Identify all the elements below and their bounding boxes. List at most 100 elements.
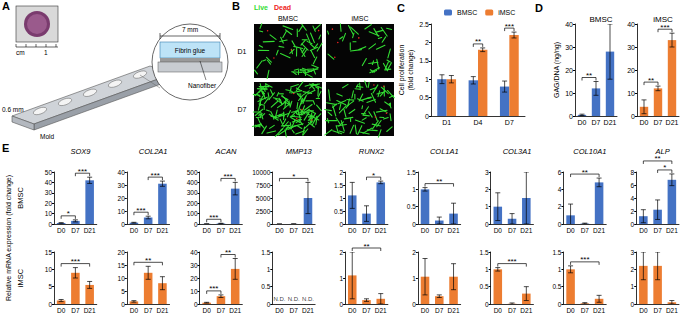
svg-text:D: D bbox=[535, 2, 543, 14]
svg-text:COL2A1: COL2A1 bbox=[139, 147, 168, 156]
svg-text:D21: D21 bbox=[229, 227, 241, 234]
svg-text:D0: D0 bbox=[566, 227, 575, 234]
svg-text:500: 500 bbox=[187, 169, 198, 176]
svg-text:***: *** bbox=[71, 257, 80, 266]
svg-text:10000: 10000 bbox=[252, 169, 270, 176]
svg-text:0.5: 0.5 bbox=[407, 203, 416, 210]
svg-text:2.5: 2.5 bbox=[419, 21, 429, 28]
svg-text:40: 40 bbox=[190, 249, 198, 256]
svg-text:Live: Live bbox=[254, 4, 268, 11]
svg-text:0: 0 bbox=[631, 113, 635, 120]
svg-text:**: ** bbox=[586, 71, 592, 80]
svg-text:0: 0 bbox=[121, 301, 125, 308]
svg-text:0: 0 bbox=[558, 301, 562, 308]
svg-text:D21: D21 bbox=[156, 227, 168, 234]
svg-text:0: 0 bbox=[425, 113, 429, 120]
svg-text:6: 6 bbox=[631, 182, 635, 189]
svg-text:D21: D21 bbox=[156, 307, 168, 314]
svg-text:D7: D7 bbox=[508, 227, 517, 234]
svg-text:0.5: 0.5 bbox=[419, 94, 429, 101]
svg-text:D21: D21 bbox=[84, 307, 96, 314]
svg-text:D0: D0 bbox=[421, 307, 430, 314]
svg-text:50: 50 bbox=[45, 169, 53, 176]
svg-text:C: C bbox=[397, 2, 405, 14]
svg-text:D0: D0 bbox=[578, 119, 587, 126]
svg-text:8: 8 bbox=[631, 169, 635, 176]
svg-text:400: 400 bbox=[187, 179, 198, 186]
svg-text:1: 1 bbox=[412, 186, 416, 193]
svg-text:cm: cm bbox=[16, 49, 25, 56]
svg-text:1.5: 1.5 bbox=[334, 182, 343, 189]
svg-text:200: 200 bbox=[187, 200, 198, 207]
svg-text:0: 0 bbox=[631, 221, 635, 228]
svg-text:40: 40 bbox=[565, 21, 573, 28]
svg-text:0: 0 bbox=[267, 301, 271, 308]
svg-text:Cell proliferation: Cell proliferation bbox=[398, 45, 406, 96]
svg-text:10: 10 bbox=[45, 266, 53, 273]
svg-text:N.D.: N.D. bbox=[288, 296, 300, 302]
svg-text:D21: D21 bbox=[229, 307, 241, 314]
svg-text:20: 20 bbox=[565, 67, 573, 74]
svg-text:A: A bbox=[2, 0, 10, 12]
svg-text:**: ** bbox=[363, 242, 369, 251]
svg-text:40: 40 bbox=[627, 21, 635, 28]
svg-text:1: 1 bbox=[44, 49, 48, 56]
svg-text:D7: D7 bbox=[217, 307, 226, 314]
svg-text:Relative mRNA expression (fold: Relative mRNA expression (fold change) bbox=[5, 175, 13, 301]
svg-text:ALP: ALP bbox=[655, 147, 670, 156]
svg-text:D0: D0 bbox=[203, 307, 212, 314]
svg-text:1: 1 bbox=[485, 266, 489, 273]
svg-text:0: 0 bbox=[48, 221, 52, 228]
svg-text:3: 3 bbox=[485, 169, 489, 176]
svg-text:D0: D0 bbox=[494, 307, 503, 314]
svg-text:*: * bbox=[372, 171, 375, 180]
svg-text:B: B bbox=[232, 0, 240, 12]
svg-text:D0: D0 bbox=[57, 307, 66, 314]
svg-text:0.5: 0.5 bbox=[334, 208, 343, 215]
svg-text:0: 0 bbox=[558, 221, 562, 228]
svg-text:D7: D7 bbox=[581, 227, 590, 234]
svg-text:SOX9: SOX9 bbox=[70, 147, 91, 156]
svg-text:**: ** bbox=[475, 37, 481, 46]
svg-text:D7: D7 bbox=[505, 119, 514, 126]
svg-text:0: 0 bbox=[412, 301, 416, 308]
svg-text:40: 40 bbox=[118, 169, 126, 176]
svg-text:*: * bbox=[67, 209, 70, 218]
svg-text:4: 4 bbox=[558, 186, 562, 193]
svg-text:D0: D0 bbox=[639, 227, 648, 234]
svg-text:1.5: 1.5 bbox=[480, 249, 489, 256]
svg-text:1.5: 1.5 bbox=[407, 169, 416, 176]
svg-text:**: ** bbox=[436, 177, 442, 186]
svg-text:***: *** bbox=[507, 257, 516, 266]
svg-text:0: 0 bbox=[48, 301, 52, 308]
svg-text:2: 2 bbox=[631, 208, 635, 215]
svg-text:BMSC: BMSC bbox=[457, 9, 477, 16]
svg-text:D7: D7 bbox=[71, 307, 80, 314]
svg-text:***: *** bbox=[580, 255, 589, 264]
svg-text:***: *** bbox=[78, 167, 87, 176]
svg-text:1: 1 bbox=[267, 266, 271, 273]
svg-text:1: 1 bbox=[425, 76, 429, 83]
svg-text:D0: D0 bbox=[130, 307, 139, 314]
svg-text:D4: D4 bbox=[474, 119, 483, 126]
svg-text:2: 2 bbox=[412, 249, 416, 256]
svg-text:D21: D21 bbox=[520, 307, 532, 314]
svg-text:30: 30 bbox=[565, 44, 573, 51]
svg-text:20: 20 bbox=[190, 275, 198, 282]
svg-text:iMSC: iMSC bbox=[498, 9, 515, 16]
svg-text:D0: D0 bbox=[57, 227, 66, 234]
svg-text:iMSC: iMSC bbox=[351, 15, 368, 22]
svg-text:0: 0 bbox=[339, 221, 343, 228]
svg-text:10: 10 bbox=[118, 275, 126, 282]
svg-text:D21: D21 bbox=[375, 307, 387, 314]
svg-text:2500: 2500 bbox=[256, 208, 271, 215]
svg-text:*: * bbox=[292, 172, 295, 181]
svg-text:iMSC: iMSC bbox=[653, 15, 673, 24]
svg-text:30: 30 bbox=[118, 182, 126, 189]
svg-text:Nanofiber: Nanofiber bbox=[188, 82, 217, 89]
svg-text:30: 30 bbox=[190, 262, 198, 269]
svg-text:N.D.: N.D. bbox=[273, 296, 285, 302]
svg-text:***: *** bbox=[660, 23, 669, 32]
svg-text:0: 0 bbox=[631, 301, 635, 308]
svg-text:D7: D7 bbox=[653, 227, 662, 234]
